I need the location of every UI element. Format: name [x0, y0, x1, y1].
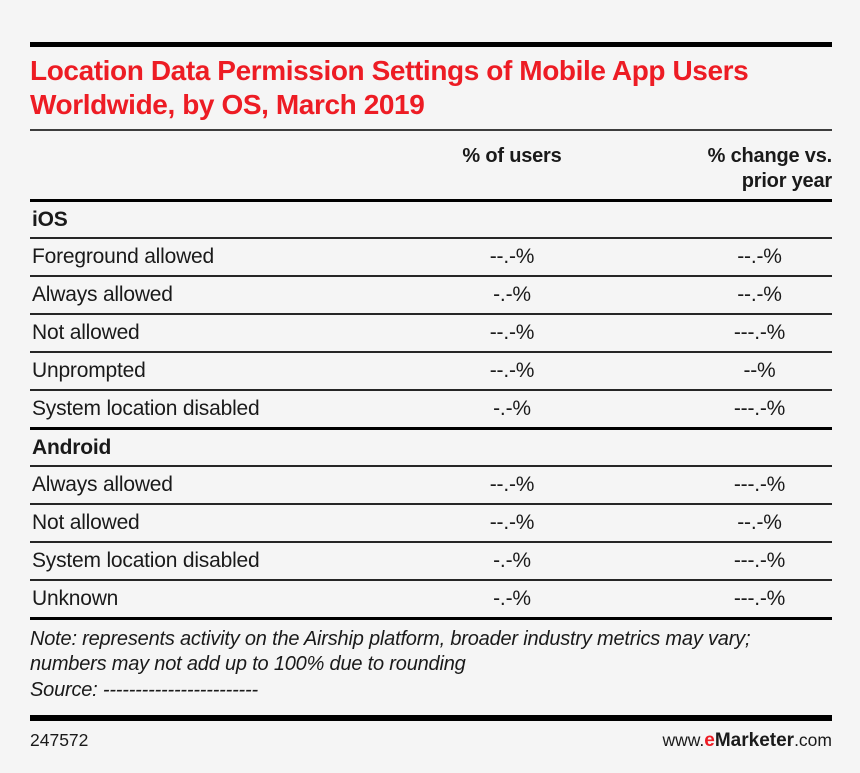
row-value-change: --.-% [737, 511, 782, 535]
column-header-change-label: % change vs. prior year [707, 145, 833, 193]
table-header-row: % of users % change vs. prior year [30, 131, 832, 199]
source-text: Source: ------------------------ [30, 678, 258, 701]
brand-letter-e: e [704, 729, 715, 751]
title-divider [30, 129, 832, 132]
table-row: System location disabled -.-% ---.-% [30, 541, 832, 579]
section-header-row: iOS [30, 199, 832, 237]
table-row: Always allowed --.-% ---.-% [30, 465, 832, 503]
table-row: Always allowed -.-% --.-% [30, 275, 832, 313]
bottom-rule [30, 714, 832, 721]
row-label: System location disabled [32, 397, 260, 421]
row-value-change: --% [743, 359, 776, 383]
row-value-users: --.-% [489, 321, 535, 345]
top-rule [30, 42, 832, 47]
section-header-row: Android [30, 427, 832, 465]
row-value-users: -.-% [493, 587, 531, 611]
row-value-users: -.-% [493, 549, 531, 573]
row-value-users: --.-% [489, 245, 535, 269]
table-row: Not allowed --.-% ---.-% [30, 313, 832, 351]
row-label: System location disabled [32, 549, 260, 573]
table-row: Unprompted --.-% --% [30, 351, 832, 389]
chart-card: Location Data Permission Settings of Mob… [30, 42, 832, 752]
column-header-empty [30, 144, 432, 199]
row-value-change: ---.-% [733, 397, 786, 421]
note-text: Note: represents activity on the Airship… [30, 628, 751, 676]
row-value-change: ---.-% [733, 549, 786, 573]
brand-rest: Marketer [714, 729, 795, 751]
row-value-users: --.-% [489, 359, 535, 383]
row-label: Always allowed [32, 283, 173, 307]
website-text: www.eMarketer.com [662, 730, 832, 752]
footer: 247572 www.eMarketer.com [30, 721, 832, 752]
row-value-change: ---.-% [733, 473, 786, 497]
column-header-users: % of users [462, 145, 562, 168]
note-block: Note: represents activity on the Airship… [30, 617, 832, 715]
chart-title: Location Data Permission Settings of Mob… [30, 55, 749, 120]
row-value-users: --.-% [489, 473, 535, 497]
table-row: Not allowed --.-% --.-% [30, 503, 832, 541]
row-value-users: -.-% [493, 283, 531, 307]
row-label: Not allowed [32, 321, 140, 345]
table-row: System location disabled -.-% ---.-% [30, 389, 832, 427]
row-value-users: --.-% [489, 511, 535, 535]
website-prefix: www. [662, 729, 705, 750]
row-label: Always allowed [32, 473, 173, 497]
row-label: Unprompted [32, 359, 146, 383]
table-row: Foreground allowed --.-% --.-% [30, 237, 832, 275]
row-label: Foreground allowed [32, 245, 215, 269]
row-label: Unknown [32, 587, 119, 611]
row-value-change: --.-% [737, 283, 782, 307]
section-header-label: iOS [32, 207, 68, 231]
website-suffix: .com [794, 729, 832, 750]
row-value-change: ---.-% [733, 587, 786, 611]
row-value-users: -.-% [493, 397, 531, 421]
section-header-label: Android [32, 435, 112, 459]
permissions-table: % of users % change vs. prior year iOS F… [30, 131, 832, 617]
row-value-change: --.-% [737, 245, 782, 269]
row-label: Not allowed [32, 511, 140, 535]
table-row: Unknown -.-% ---.-% [30, 579, 832, 617]
row-value-change: ---.-% [733, 321, 786, 345]
chart-id: 247572 [30, 729, 89, 750]
column-header-change: % change vs. prior year [592, 144, 833, 199]
